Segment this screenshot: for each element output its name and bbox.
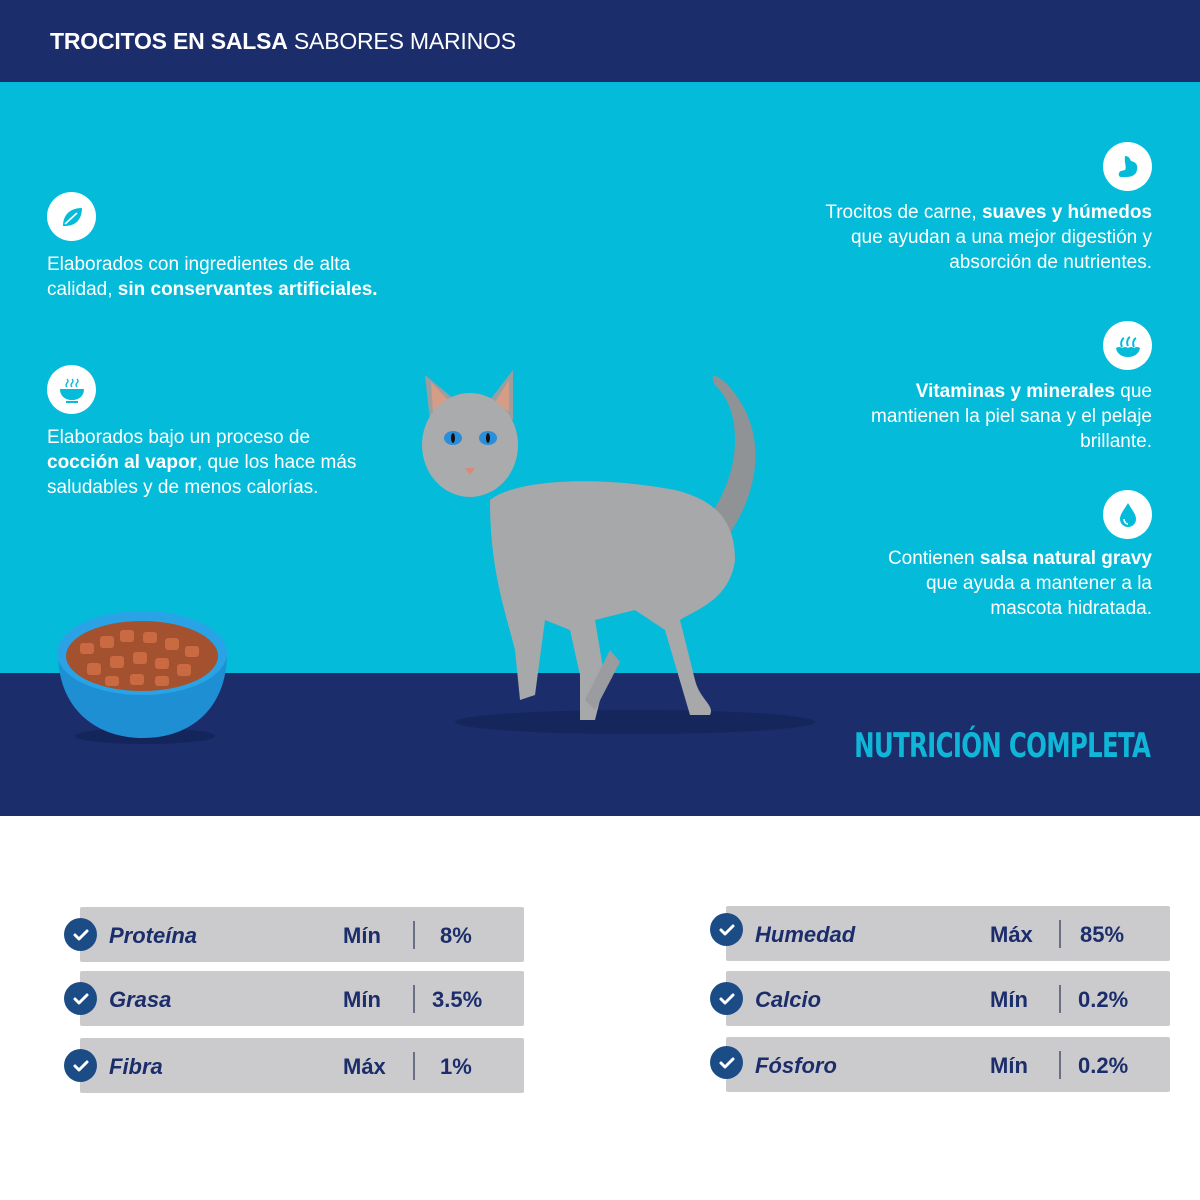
leaf-icon [47,192,96,241]
feature-text-bold: sin conservantes artificiales. [117,279,378,300]
divider [1059,920,1061,948]
nutrient-qualifier: Mín [343,987,381,1012]
feature-steam-cooking: Elaborados bajo un proceso de cocción al… [47,425,377,500]
nutrient-value: 8% [440,923,472,948]
divider [1059,1051,1061,1079]
feature-hydration: Contienen salsa natural gravy que ayuda … [852,546,1152,621]
feature-text-bold: Vitaminas y minerales [915,381,1116,402]
title-regular: SABORES MARINOS [293,28,516,54]
feature-text: que ayudan a una mejor digestión y absor… [850,227,1152,273]
feature-ingredients: Elaborados con ingredientes de alta cali… [47,252,387,302]
feature-text-bold: suaves y húmedos [981,202,1152,223]
feature-digestion: Trocitos de carne, suaves y húmedos que … [792,200,1152,275]
page-title: TROCITOS EN SALSA SABORES MARINOS [50,28,516,55]
feature-text: que mantienen la piel sana y el pelaje b… [871,381,1152,452]
divider [1059,985,1061,1013]
nutrient-name: Humedad [755,922,856,947]
feature-text: que ayuda a mantener a la mascota hidrat… [925,573,1152,619]
nutrient-qualifier: Máx [990,922,1033,947]
nutrient-value: 3.5% [432,987,483,1012]
divider [413,1052,415,1080]
water-drop-icon [1103,490,1152,539]
feature-text-bold: salsa natural gravy [979,548,1152,569]
nutrient-qualifier: Mín [343,923,381,948]
steaming-bowl-icon [47,365,96,414]
nutrient-value: 0.2% [1078,987,1129,1012]
nutrition-row: Humedad Máx 85% [726,906,1170,961]
nutrient-qualifier: Mín [990,1053,1028,1078]
nutrient-name: Grasa [109,987,172,1012]
check-circle-icon [64,918,97,951]
cat-image [422,370,815,734]
nutrition-row: Grasa Mín 3.5% [80,971,524,1026]
check-circle-icon [710,982,743,1015]
nutrient-value: 1% [440,1054,472,1079]
nutrition-row: Proteína Mín 8% [80,907,524,962]
nutrient-name: Calcio [755,987,822,1012]
nutrient-name: Proteína [109,923,198,948]
divider [413,985,415,1013]
nutrition-heading: NUTRICIÓN COMPLETA [853,726,1151,766]
nutrient-value: 0.2% [1078,1053,1129,1078]
check-circle-icon [710,913,743,946]
header-bar: TROCITOS EN SALSA SABORES MARINOS [0,0,1200,82]
feature-text: Trocitos de carne, [825,202,982,223]
title-bold: TROCITOS EN SALSA [50,28,288,54]
nutrient-qualifier: Mín [990,987,1028,1012]
nutrient-value: 85% [1080,922,1125,947]
check-circle-icon [64,982,97,1015]
nutrient-qualifier: Máx [343,1054,386,1079]
divider [413,921,415,949]
feature-text: Elaborados con ingredientes de alta cali… [47,254,351,300]
check-circle-icon [64,1049,97,1082]
check-circle-icon [710,1046,743,1079]
nutrient-name: Fibra [109,1054,163,1079]
feature-text-bold: cocción al vapor [47,452,197,473]
feature-text: , que los hace más saludables y de menos… [47,452,357,498]
nutrition-row: Calcio Mín 0.2% [726,971,1170,1026]
feature-text: Elaborados bajo un proceso de [47,427,311,448]
feature-vitamins: Vitaminas y minerales que mantienen la p… [852,379,1152,454]
nutrition-row: Fósforo Mín 0.2% [726,1037,1170,1092]
skin-hair-icon [1103,321,1152,370]
food-bowl-image [57,611,227,744]
feature-text: Contienen [887,548,980,569]
stomach-icon [1103,142,1152,191]
nutrition-row: Fibra Máx 1% [80,1038,524,1093]
nutrient-name: Fósforo [755,1053,837,1078]
